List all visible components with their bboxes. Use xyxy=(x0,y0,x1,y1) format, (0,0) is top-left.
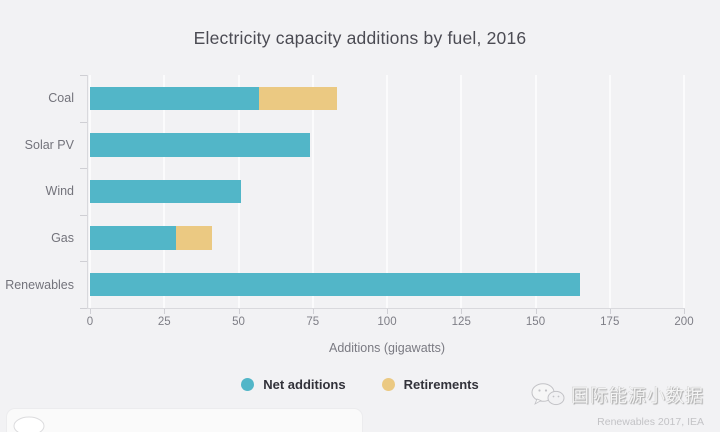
x-tick-175 xyxy=(609,309,611,314)
x-tick-label-0: 0 xyxy=(86,316,94,328)
y-tick-5 xyxy=(80,308,87,309)
x-tick-50 xyxy=(238,309,240,314)
bar-renewables-net-additions[interactable] xyxy=(90,272,581,297)
partial-chat-bubble-icon xyxy=(13,416,45,432)
x-axis-line xyxy=(87,308,685,309)
legend-swatch-net-additions xyxy=(241,377,255,391)
x-tick-label-125: 125 xyxy=(451,316,471,328)
x-tick-label-200: 200 xyxy=(674,316,694,328)
legend-swatch-retirements xyxy=(381,377,395,391)
gridline-125 xyxy=(460,75,463,308)
source-credit: Renewables 2017, IEA xyxy=(597,416,704,428)
bar-coal-net-additions[interactable] xyxy=(90,86,260,110)
y-tick-3 xyxy=(80,214,87,216)
x-tick-label-50: 50 xyxy=(232,316,245,328)
bar-row-gas xyxy=(90,215,684,262)
y-axis-labels: Coal Solar PV Wind Gas Renewables xyxy=(0,75,78,308)
gridline-150 xyxy=(534,75,537,308)
y-axis-line xyxy=(87,75,88,309)
bar-row-solar-pv xyxy=(90,122,684,169)
y-tick-4 xyxy=(80,261,87,263)
category-label-coal: Coal xyxy=(48,91,74,106)
x-axis-title: Additions (gigawatts) xyxy=(328,341,446,355)
gridline-75 xyxy=(311,75,314,308)
bar-row-renewables xyxy=(90,261,684,308)
legend-item-retirements[interactable]: Retirements xyxy=(381,376,479,392)
gridline-175 xyxy=(608,75,611,308)
plot-area xyxy=(89,75,685,308)
gridline-200 xyxy=(683,75,685,308)
legend-label-retirements: Retirements xyxy=(403,376,479,392)
watermark: 国际能源小数据 xyxy=(531,382,704,408)
next-card-top-edge xyxy=(6,408,363,432)
y-tick-0 xyxy=(80,75,87,76)
x-tick-200 xyxy=(684,309,685,314)
category-label-renewables: Renewables xyxy=(5,277,74,292)
x-tick-label-100: 100 xyxy=(377,316,397,328)
x-tick-100 xyxy=(387,309,388,314)
legend-item-net-additions[interactable]: Net additions xyxy=(241,376,346,392)
bar-wind-net-additions[interactable] xyxy=(90,179,242,204)
legend: Net additions Retirements xyxy=(10,375,710,393)
x-tick-label-175: 175 xyxy=(600,316,620,328)
wechat-logo-icon xyxy=(531,383,565,406)
category-label-wind: Wind xyxy=(45,184,74,199)
gridline-100 xyxy=(386,75,388,308)
bar-solar-pv-net-additions[interactable] xyxy=(90,133,310,157)
bar-row-wind xyxy=(90,168,684,215)
y-tick-1 xyxy=(80,121,87,123)
x-tick-25 xyxy=(164,309,166,314)
watermark-text: 国际能源小数据 xyxy=(571,386,704,406)
bar-coal-retirements[interactable] xyxy=(259,86,337,110)
category-label-gas: Gas xyxy=(51,231,74,246)
x-tick-75 xyxy=(312,309,314,314)
bar-gas-retirements[interactable] xyxy=(176,226,212,250)
category-label-solar-pv: Solar PV xyxy=(24,137,74,152)
x-tick-150 xyxy=(535,309,537,314)
x-tick-0 xyxy=(90,309,91,314)
bar-gas-net-additions[interactable] xyxy=(90,226,177,250)
y-tick-2 xyxy=(80,168,87,170)
x-tick-label-25: 25 xyxy=(157,316,171,328)
x-tick-125 xyxy=(461,309,463,314)
bar-row-coal xyxy=(90,75,684,122)
chart-title: Electricity capacity additions by fuel, … xyxy=(193,28,527,48)
x-tick-label-150: 150 xyxy=(525,316,546,328)
x-tick-label-75: 75 xyxy=(306,316,320,328)
legend-label-net-additions: Net additions xyxy=(263,376,346,392)
